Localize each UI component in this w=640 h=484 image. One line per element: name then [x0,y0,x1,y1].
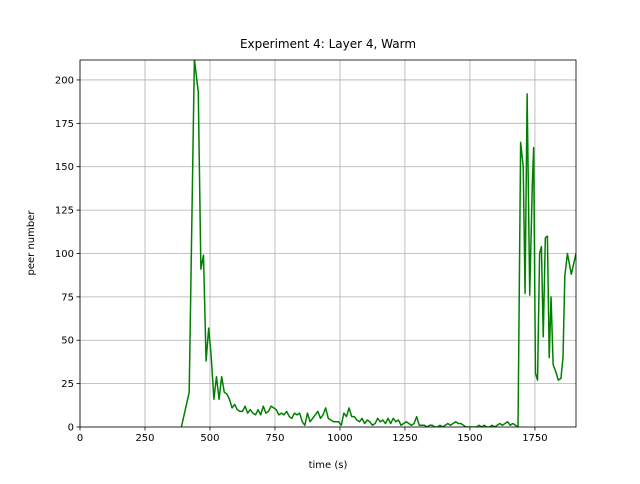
chart-title: Experiment 4: Layer 4, Warm [240,37,416,51]
y-tick-label: 200 [55,75,74,86]
plot-area: 0 250 500 750 1000 1250 1500 1750 0 25 50 75 100 125 1… [55,60,576,444]
x-tick-label: 750 [265,433,284,444]
x-axis-label: time (s) [309,460,348,471]
y-tick-label: 125 [55,206,74,217]
y-tick-label: 50 [61,336,74,347]
y-axis-label: peer number [26,210,37,276]
x-tick-label: 1500 [457,433,482,444]
y-tick-label: 150 [55,162,74,173]
x-tick-label: 500 [200,433,219,444]
x-tick-label: 1250 [392,433,417,444]
y-tick-label: 0 [68,423,74,434]
x-tick-label: 0 [77,433,83,444]
y-tick-label: 25 [61,379,74,390]
y-tick-label: 75 [61,292,74,303]
axes-frame [79,59,577,428]
x-tick-label: 1750 [522,433,547,444]
x-tick-label: 250 [135,433,154,444]
y-tick-label: 175 [55,119,74,130]
y-tick-label: 100 [55,249,74,260]
x-tick-label: 1000 [327,433,352,444]
